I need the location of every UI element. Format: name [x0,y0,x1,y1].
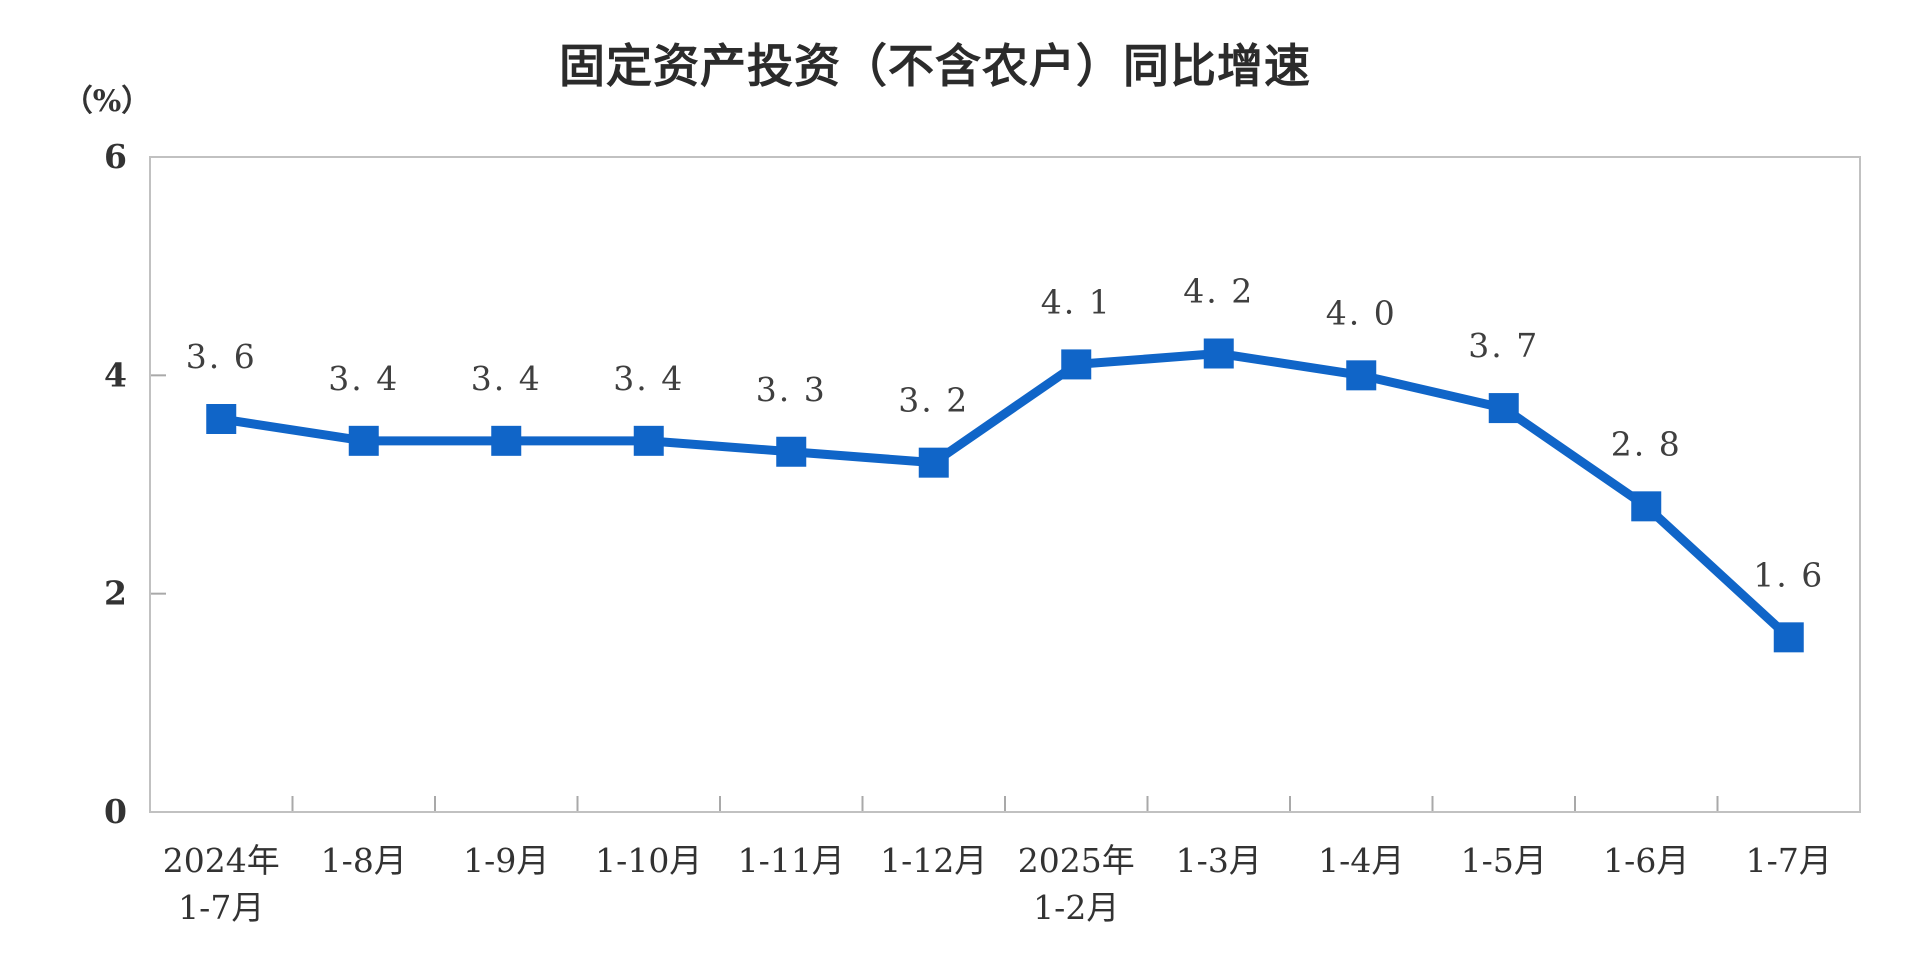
data-point-label: 3. 7 [1468,326,1539,365]
x-axis-tick-label: 1-10月 [595,841,702,880]
data-point-marker [491,425,522,456]
y-axis-tick-label: 6 [104,137,127,176]
y-axis-tick-label: 4 [104,355,127,394]
y-axis-tick-label: 2 [104,574,127,613]
plot-border [149,156,1861,813]
data-point-marker [1203,338,1234,369]
data-point-label: 3. 3 [756,370,827,409]
x-axis-tick-label: 1-4月 [1318,841,1404,880]
x-axis-tick-label: 1-11月 [738,841,845,880]
data-point-label: 3. 4 [471,359,542,398]
x-axis-tick-label: 1-3月 [1176,841,1262,880]
data-point-label: 4. 0 [1326,293,1397,332]
y-axis-tick-label: 0 [104,792,127,831]
data-point-label: 1. 6 [1753,555,1824,594]
x-axis-tick-label: 1-7月 [1746,841,1832,880]
data-point-marker [348,425,379,456]
data-point-label: 4. 2 [1183,272,1254,311]
x-axis-tick-label: 1-9月 [463,841,549,880]
data-point-label: 3. 4 [328,359,399,398]
data-point-label: 3. 2 [898,381,969,420]
x-axis-tick-label: 1-12月 [880,841,987,880]
data-point-marker [918,447,949,478]
x-axis-tick-label: 1-5月 [1461,841,1547,880]
data-point-marker [1631,491,1662,522]
x-axis-tick-label: 1-6月 [1603,841,1689,880]
data-point-marker [776,436,807,467]
data-point-label: 3. 4 [613,359,684,398]
x-axis-tick-label: 2025年 1-2月 [1018,841,1135,927]
data-point-label: 3. 6 [186,337,257,376]
data-point-marker [206,404,237,434]
data-point-label: 4. 1 [1041,282,1112,321]
x-axis-tick-label: 1-8月 [321,841,407,880]
data-point-marker [633,425,664,456]
chart-title: 固定资产投资（不含农户）同比增速 [559,39,1311,93]
data-point-label: 2. 8 [1611,424,1682,463]
data-point-marker [1773,622,1804,653]
data-point-marker [1488,393,1519,424]
data-point-marker [1061,349,1092,380]
data-line [216,349,1794,642]
y-axis-unit-label: （%） [63,84,152,119]
x-axis-tick-label: 2024年 1-7月 [163,841,280,927]
data-point-marker [1346,360,1377,391]
